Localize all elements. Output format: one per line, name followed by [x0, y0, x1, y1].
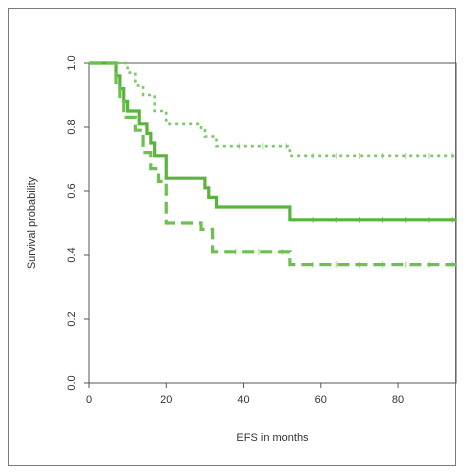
x-tick-label: 60	[315, 394, 327, 406]
y-tick-label: 1.0	[66, 55, 78, 70]
x-tick-label: 40	[237, 394, 249, 406]
x-tick-label: 0	[86, 394, 92, 406]
y-tick-label: 0.6	[66, 183, 78, 198]
series-dashed-line	[89, 61, 456, 267]
survival-chart: 0 20 40 60 80 0.0 0.2 0.4 0.6 0.8 1.0 EFS in month…	[26, 55, 457, 444]
x-tick-label: 80	[392, 394, 404, 406]
y-tick-label: 0.0	[66, 375, 78, 390]
y-tick-label: 0.2	[66, 311, 78, 326]
series-group	[89, 61, 456, 268]
y-axis-title: Survival probability	[26, 176, 38, 269]
series-dotted-line	[89, 61, 456, 158]
y-tick-label: 0.4	[66, 247, 78, 262]
axes: 0 20 40 60 80 0.0 0.2 0.4 0.6 0.8 1.0	[66, 55, 457, 406]
x-tick-label: 20	[160, 394, 172, 406]
x-axis-title: EFS in months	[236, 432, 309, 444]
y-tick-label: 0.8	[66, 119, 78, 134]
plot-area-border	[88, 62, 457, 384]
chart-frame: 0 20 40 60 80 0.0 0.2 0.4 0.6 0.8 1.0 EFS in month…	[8, 8, 457, 466]
